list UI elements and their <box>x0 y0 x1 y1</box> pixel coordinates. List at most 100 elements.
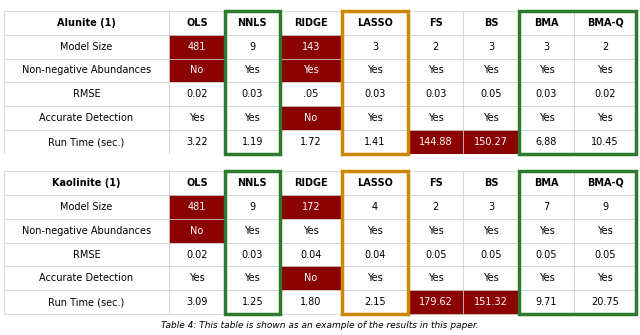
Bar <box>519 82 574 106</box>
Bar <box>408 290 463 314</box>
Bar <box>574 290 636 314</box>
Text: FS: FS <box>429 178 442 188</box>
Text: 2: 2 <box>602 42 608 52</box>
Bar <box>169 82 225 106</box>
Text: 143: 143 <box>301 42 320 52</box>
Bar <box>342 82 408 106</box>
Text: 3.22: 3.22 <box>186 137 207 147</box>
Text: NNLS: NNLS <box>237 178 267 188</box>
Bar <box>574 11 636 35</box>
Text: 0.03: 0.03 <box>364 89 385 99</box>
Text: No: No <box>190 65 204 75</box>
Bar <box>280 11 342 35</box>
Bar <box>519 171 574 195</box>
Bar <box>280 219 342 243</box>
Bar <box>169 195 225 219</box>
Text: 481: 481 <box>188 42 206 52</box>
Text: 10.45: 10.45 <box>591 137 619 147</box>
Text: 150.27: 150.27 <box>474 137 508 147</box>
Bar <box>169 171 225 195</box>
Text: Yes: Yes <box>367 273 383 283</box>
Text: BS: BS <box>484 18 499 28</box>
Text: 0.03: 0.03 <box>425 89 446 99</box>
Bar <box>280 266 342 290</box>
Text: 9: 9 <box>249 42 255 52</box>
Bar <box>408 59 463 82</box>
Text: 0.03: 0.03 <box>536 89 557 99</box>
Text: 1.72: 1.72 <box>300 137 322 147</box>
Text: Yes: Yes <box>483 273 499 283</box>
Bar <box>342 266 408 290</box>
Bar <box>342 106 408 130</box>
Bar <box>4 59 169 82</box>
Text: RMSE: RMSE <box>73 89 100 99</box>
Text: Yes: Yes <box>303 65 319 75</box>
Bar <box>280 243 342 266</box>
Bar <box>463 219 519 243</box>
Text: Yes: Yes <box>367 65 383 75</box>
Text: 1.80: 1.80 <box>300 297 322 307</box>
Text: Yes: Yes <box>428 65 444 75</box>
Bar <box>519 266 574 290</box>
Bar <box>4 130 169 154</box>
Text: BS: BS <box>484 178 499 188</box>
Bar <box>574 195 636 219</box>
Text: Yes: Yes <box>539 273 554 283</box>
Bar <box>463 243 519 266</box>
Text: Yes: Yes <box>367 113 383 123</box>
Bar <box>519 11 574 35</box>
Bar <box>408 130 463 154</box>
Bar <box>169 130 225 154</box>
Bar <box>225 35 280 59</box>
Bar <box>280 82 342 106</box>
Bar <box>574 171 636 195</box>
Text: BMA: BMA <box>534 178 559 188</box>
Text: RIDGE: RIDGE <box>294 18 328 28</box>
Text: 0.02: 0.02 <box>186 250 207 260</box>
Text: 179.62: 179.62 <box>419 297 452 307</box>
Text: 0.05: 0.05 <box>481 89 502 99</box>
Bar <box>342 171 408 314</box>
Text: Yes: Yes <box>189 113 205 123</box>
Text: Yes: Yes <box>597 273 613 283</box>
Bar <box>280 35 342 59</box>
Bar <box>342 243 408 266</box>
Bar <box>519 59 574 82</box>
Text: 3: 3 <box>543 42 550 52</box>
Text: 1.41: 1.41 <box>364 137 385 147</box>
Text: Yes: Yes <box>483 65 499 75</box>
Bar <box>4 171 169 195</box>
Text: BMA-Q: BMA-Q <box>587 178 623 188</box>
Bar <box>463 11 519 35</box>
Text: 0.03: 0.03 <box>242 89 263 99</box>
Bar <box>169 243 225 266</box>
Bar <box>408 35 463 59</box>
Text: Yes: Yes <box>483 226 499 236</box>
Text: Model Size: Model Size <box>60 42 113 52</box>
Text: Yes: Yes <box>428 273 444 283</box>
Text: 3: 3 <box>488 202 494 212</box>
Bar <box>225 106 280 130</box>
Bar <box>519 171 636 314</box>
Bar <box>4 266 169 290</box>
Bar <box>225 243 280 266</box>
Bar <box>574 35 636 59</box>
Text: Yes: Yes <box>539 113 554 123</box>
Text: RMSE: RMSE <box>73 250 100 260</box>
Bar <box>225 11 280 35</box>
Bar <box>169 59 225 82</box>
Bar <box>519 243 574 266</box>
Bar <box>280 290 342 314</box>
Bar <box>280 106 342 130</box>
Bar <box>4 154 636 171</box>
Bar <box>169 35 225 59</box>
Text: 172: 172 <box>301 202 320 212</box>
Bar <box>342 11 408 35</box>
Text: No: No <box>190 226 204 236</box>
Text: Yes: Yes <box>597 65 613 75</box>
Text: LASSO: LASSO <box>357 178 393 188</box>
Text: FS: FS <box>429 18 442 28</box>
Bar <box>225 219 280 243</box>
Bar <box>574 82 636 106</box>
Bar <box>280 130 342 154</box>
